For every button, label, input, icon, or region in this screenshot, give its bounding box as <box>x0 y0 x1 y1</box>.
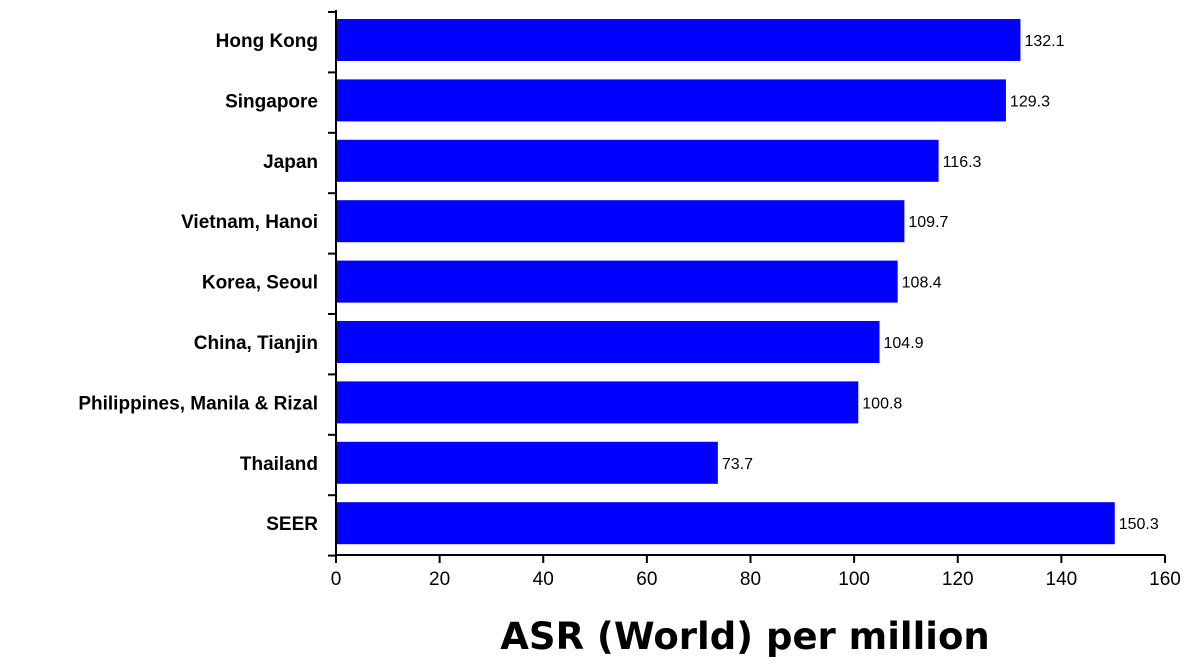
bars-layer <box>336 19 1115 545</box>
x-axis-title: ASR (World) per million <box>500 615 990 658</box>
x-tick-label: 0 <box>331 569 342 590</box>
bar <box>336 381 859 424</box>
category-label: Thailand <box>240 454 318 475</box>
value-label: 73.7 <box>722 456 753 473</box>
x-tick-label: 100 <box>838 569 870 590</box>
bar <box>336 441 718 484</box>
category-label: China, Tianjin <box>194 333 318 354</box>
x-tick-label: 80 <box>740 569 761 590</box>
bar <box>336 139 939 182</box>
bar <box>336 19 1021 61</box>
category-label: Vietnam, Hanoi <box>181 212 318 233</box>
bar <box>336 79 1006 122</box>
bar <box>336 321 880 363</box>
bar <box>336 200 905 243</box>
bar <box>336 260 898 303</box>
value-label: 116.3 <box>943 154 982 171</box>
category-label: Hong Kong <box>216 31 318 52</box>
category-label: Korea, Seoul <box>202 273 318 294</box>
x-ticks-layer: 0 20 40 60 80 100 120 140 160 <box>331 555 1181 590</box>
x-tick-label: 140 <box>1046 569 1078 590</box>
value-label: 100.8 <box>862 395 902 412</box>
category-label: Singapore <box>225 91 318 112</box>
x-tick-label: 160 <box>1149 569 1181 590</box>
category-label: SEER <box>266 514 318 535</box>
value-label: 108.4 <box>902 275 942 292</box>
value-label: 109.7 <box>908 214 948 231</box>
category-label: Philippines, Manila & Rizal <box>78 393 318 414</box>
x-tick-label: 40 <box>533 569 554 590</box>
value-label: 132.1 <box>1024 33 1064 50</box>
category-labels-layer: Hong Kong Singapore Japan Vietnam, Hanoi Kor… <box>78 31 318 535</box>
x-tick-label: 120 <box>942 569 974 590</box>
value-label: 150.3 <box>1119 516 1159 533</box>
x-tick-label: 20 <box>429 569 450 590</box>
bar <box>336 502 1115 545</box>
x-tick-label: 60 <box>636 569 657 590</box>
category-label: Japan <box>263 152 318 173</box>
value-label: 104.9 <box>884 335 924 352</box>
value-labels-layer: 132.1 129.3 116.3 109.7 108.4 104.9 100.8 73.7 1… <box>722 33 1159 533</box>
value-label: 129.3 <box>1010 93 1050 110</box>
